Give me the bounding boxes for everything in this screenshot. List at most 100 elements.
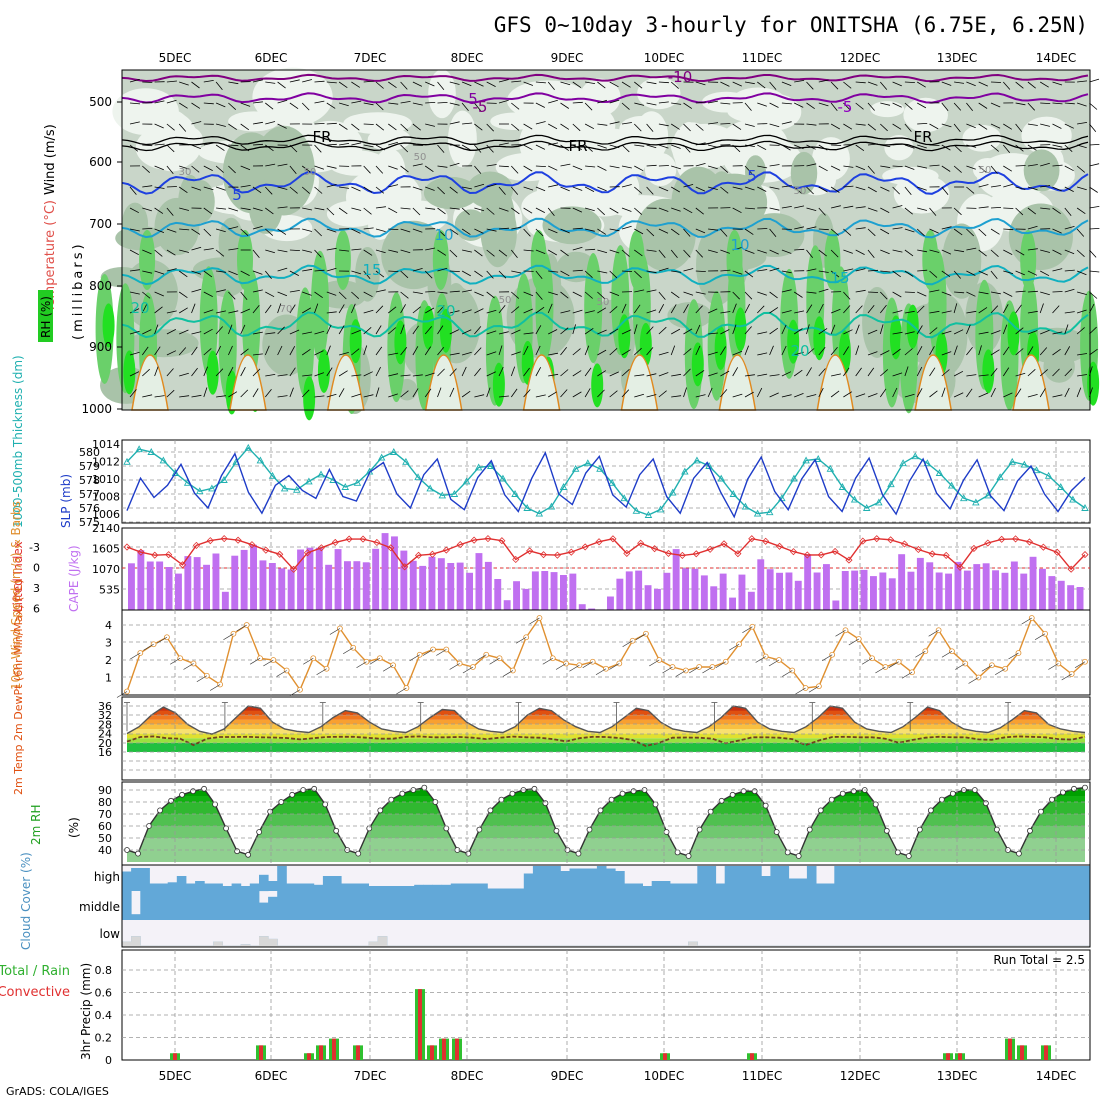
- top-date-label: 7DEC: [354, 51, 387, 65]
- wind-barb: [548, 373, 559, 377]
- cloud-high-bar: [551, 866, 561, 891]
- wind-barb: [191, 303, 196, 314]
- wind-barb: [941, 387, 946, 398]
- wind-barb: [597, 165, 607, 171]
- wind-barb: [289, 387, 294, 398]
- wind-barb: [904, 165, 915, 170]
- wind-barb: [658, 351, 669, 356]
- wind-barb: [1003, 165, 1013, 172]
- lifted-index-point: [512, 555, 520, 564]
- wind10-barb: [875, 666, 886, 674]
- wind-barb: [252, 143, 264, 146]
- wind-barb: [1039, 388, 1046, 398]
- lifted-index-point: [762, 537, 770, 545]
- thickness-point: [196, 487, 204, 495]
- cloud-low-shade: [204, 945, 214, 947]
- lifted-index-point: [151, 551, 159, 559]
- cape-bar: [128, 563, 135, 610]
- wind-barb: [892, 291, 902, 298]
- cloud-low-shade: [295, 945, 306, 947]
- cloud-low-shade: [277, 945, 287, 947]
- cloud-middle-bar: [459, 891, 470, 920]
- wind-barb: [412, 102, 423, 106]
- wind-barb: [917, 123, 928, 125]
- cape-bar: [926, 562, 934, 610]
- wind-barb: [572, 348, 581, 356]
- cloud-low-shade: [980, 945, 990, 947]
- wind-barb: [289, 165, 297, 174]
- wind-barb: [203, 165, 213, 171]
- wind-barb: [388, 306, 397, 314]
- contour-label: 5: [232, 186, 242, 204]
- wind-barb: [744, 391, 754, 398]
- lifted-index-point: [1025, 538, 1034, 546]
- wind-barb: [363, 345, 368, 356]
- cloud-low-shade: [459, 945, 470, 947]
- wind-barb: [658, 123, 669, 127]
- cloud-high-bar: [569, 868, 580, 891]
- wind-barb: [818, 207, 826, 216]
- wind-barb: [1015, 144, 1024, 152]
- rh2m-point: [707, 808, 714, 815]
- wind-barb: [461, 390, 471, 398]
- cloud-high-bar: [615, 871, 625, 891]
- wind-barb: [658, 207, 669, 212]
- wind-barb: [769, 267, 780, 272]
- rh2m-point: [553, 827, 560, 834]
- lifted-index-point: [567, 548, 575, 556]
- wind-barb: [351, 270, 362, 275]
- wind-barb: [769, 228, 777, 237]
- thickness-point: [1069, 495, 1077, 503]
- wind-barb: [917, 291, 927, 297]
- thickness-point: [1044, 471, 1053, 479]
- wind-barb: [289, 304, 296, 314]
- rh2m-point: [1016, 850, 1022, 857]
- wind-barb: [818, 387, 824, 398]
- cloud-middle-bar: [596, 891, 607, 920]
- cape-bar: [494, 579, 502, 610]
- temp2m-tick-label: 36: [98, 700, 112, 713]
- wind-barb: [437, 165, 448, 168]
- wind-barb: [302, 249, 312, 253]
- wind-barb: [240, 291, 248, 300]
- thickness-point: [317, 470, 325, 478]
- cloud-middle-bar: [249, 891, 260, 920]
- wind-barb: [1003, 392, 1013, 398]
- wind-barb: [1089, 78, 1100, 83]
- wind-barb: [191, 81, 200, 89]
- wind-barb: [461, 270, 471, 277]
- wind-barb: [375, 102, 384, 111]
- wind-barb: [425, 291, 436, 293]
- cloud-low-shade: [332, 945, 342, 947]
- cape-bar: [531, 571, 539, 610]
- rh2m-point: [509, 790, 516, 797]
- cloud-high-bar: [870, 866, 881, 891]
- wind-barb: [474, 270, 483, 278]
- wind-barb: [511, 306, 520, 314]
- cloud-middle-bar: [1035, 891, 1045, 920]
- wind-barb: [1040, 270, 1050, 277]
- wind-barb: [707, 387, 713, 398]
- wind-barb: [449, 207, 460, 210]
- wind-barb: [511, 102, 520, 110]
- wind-barb: [769, 207, 780, 211]
- cloud-high-bar: [779, 866, 790, 891]
- wind-barb: [904, 144, 915, 149]
- wind-barb: [179, 372, 189, 377]
- thickness-point: [947, 481, 956, 489]
- thickness-point: [1081, 504, 1089, 511]
- wind-barb: [585, 165, 596, 168]
- lifted-index-point: [387, 544, 395, 552]
- wind10-barb: [702, 666, 713, 674]
- wind-barb: [1064, 311, 1075, 314]
- cloud-high-bar: [834, 866, 844, 891]
- wind-barb: [412, 123, 421, 131]
- wind-barb: [1089, 249, 1097, 258]
- wind-barb: [264, 270, 272, 279]
- wind-barb: [400, 81, 408, 90]
- wind-barb: [277, 291, 288, 297]
- contour-label: 15: [362, 261, 381, 279]
- wind-barb: [708, 100, 718, 104]
- wind-barb: [695, 186, 706, 192]
- wind-barb: [277, 81, 286, 89]
